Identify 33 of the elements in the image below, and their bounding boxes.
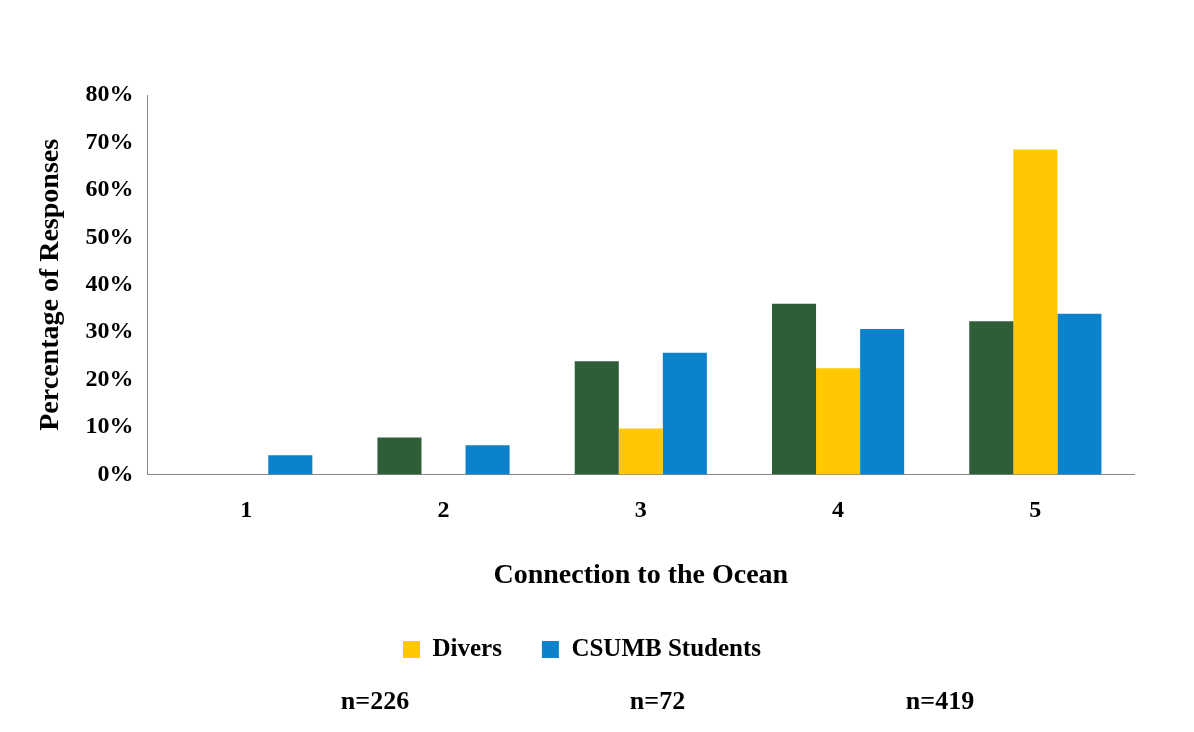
- bar: [465, 445, 510, 475]
- y-tick-label: 70%: [85, 127, 134, 154]
- bar: [377, 437, 422, 475]
- y-tick-label: 20%: [85, 364, 134, 391]
- bar: [268, 455, 313, 475]
- x-tick-label: 4: [832, 496, 845, 523]
- y-tick-label: 60%: [85, 175, 134, 202]
- bar: [662, 352, 707, 475]
- legend-label: Divers: [432, 633, 503, 661]
- y-tick-label: 10%: [85, 412, 134, 439]
- bar: [1013, 149, 1058, 475]
- text: n=72: [629, 685, 686, 715]
- bar: [860, 328, 905, 475]
- bar: [816, 368, 861, 475]
- x-tick-label: 5: [1029, 496, 1042, 523]
- y-axis-title: Percentage of Responses: [33, 138, 65, 431]
- y-tick-label: 30%: [85, 317, 134, 344]
- y-tick-label: 50%: [85, 222, 134, 249]
- x-tick-label: 2: [437, 496, 450, 523]
- text: n=226: [340, 685, 410, 715]
- bar: [618, 428, 663, 475]
- bar: [771, 303, 817, 475]
- y-tick-label: 0%: [97, 459, 134, 486]
- bar: [969, 321, 1014, 475]
- x-tick-label: 1: [240, 496, 253, 523]
- x-tick-label: 3: [634, 496, 647, 523]
- y-tick-label: 40%: [85, 270, 134, 296]
- y-tick-label: 80%: [85, 80, 134, 107]
- bar: [574, 361, 619, 475]
- bar: [1057, 313, 1102, 475]
- text: n=419: [905, 685, 975, 715]
- x-axis-title: Connection to the Ocean: [493, 558, 789, 590]
- legend-label: CSUMB Students: [571, 633, 762, 661]
